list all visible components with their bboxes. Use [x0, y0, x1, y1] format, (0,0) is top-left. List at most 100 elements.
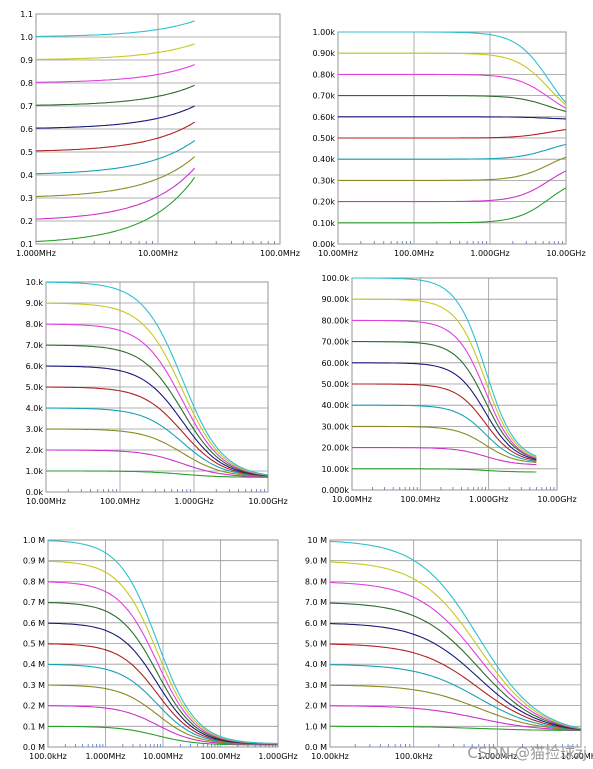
- y-tick-label: 20.00k: [321, 444, 349, 453]
- y-tick-label: 1.00k: [313, 28, 336, 37]
- series-line: [338, 52, 567, 106]
- y-tick-label: 0.6: [20, 125, 33, 134]
- y-tick-label: 0.000k: [321, 486, 349, 495]
- series-line: [338, 31, 567, 104]
- x-tick-label: 10.00MHz: [332, 495, 372, 504]
- y-tick-label: 2.0k: [26, 446, 44, 455]
- x-tick-label: 100.0MHz: [260, 249, 300, 258]
- series-line: [36, 167, 196, 220]
- series-line: [352, 468, 537, 473]
- y-tick-label: 10.k: [26, 278, 44, 287]
- series-line: [47, 540, 279, 745]
- y-tick-label: 4.0k: [26, 404, 44, 413]
- chart-panel-5: 0.0 M 0.1 M 0.2 M 0.3 M 0.4 M 0.5 M 0.6 M 0.7 M…: [0, 532, 298, 769]
- y-tick-label: 0.5: [20, 148, 33, 157]
- y-tick-label: 80.00k: [321, 316, 349, 325]
- y-tick-label: 8.0 M: [305, 577, 327, 586]
- series-line: [352, 298, 537, 458]
- x-tick-label: 1.000GHz: [174, 497, 213, 506]
- series-line: [330, 725, 581, 731]
- series-line: [329, 581, 582, 730]
- y-tick-label: 0.90k: [313, 49, 336, 58]
- y-tick-label: 0.60k: [313, 113, 336, 122]
- chart-panel-2: 0.00k 0.10k 0.20k 0.30k 0.40k 0.50k 0.60k 0.70k…: [296, 22, 593, 264]
- x-tick-label: 1.000MHz: [477, 752, 517, 761]
- chart-panel-4: 0.000k 10.00k 20.00k 30.00k 40.00k 50.00k 60.0…: [296, 270, 593, 512]
- chart-panel-6: 0.0 M 1.0 M 2.0 M 3.0 M 4.0 M 5.0 M 6.0 M 7.0 M…: [296, 532, 593, 769]
- x-tick-label: 10.00MHz: [138, 249, 178, 258]
- x-tick-label: 10.00MHz: [143, 752, 183, 761]
- series-line: [46, 449, 269, 478]
- chart-panel-3: 0.0k 1.0k 2.0k 3.0k 4.0k 5.0k 6.0k 7.0k 8.0k 9.0k…: [0, 272, 290, 512]
- x-tick-label: 1.000GHz: [258, 752, 297, 761]
- x-tick-label: 1.000GHz: [469, 495, 508, 504]
- y-tick-label: 40.00k: [321, 401, 349, 410]
- x-tick-label: 1.000MHz: [85, 752, 125, 761]
- x-tick-label: 100.0kHz: [395, 752, 433, 761]
- y-tick-label: 1.0: [20, 33, 33, 42]
- series-line: [46, 302, 269, 476]
- y-tick-label: 100.0k: [321, 274, 349, 283]
- y-tick-label: 0.4 M: [23, 660, 45, 669]
- series-line: [329, 643, 582, 731]
- series-line: [329, 561, 582, 730]
- chart-panel-1: 0.1 0.2 0.3 0.4 0.5 0.6 0.7 0.8 0.9 1.0 1.1 1.000MH…: [0, 4, 300, 264]
- y-tick-label: 3.0k: [26, 425, 44, 434]
- x-tick-label: 10.00GHz: [248, 497, 287, 506]
- series-line: [35, 176, 196, 243]
- y-tick-label: 10 M: [307, 536, 327, 545]
- y-tick-label: 3.0 M: [305, 681, 327, 690]
- y-tick-label: 0.0k: [26, 488, 44, 497]
- series-line: [48, 725, 278, 746]
- y-tick-label: 0.3 M: [23, 681, 45, 690]
- y-tick-label: 0.9 M: [23, 557, 45, 566]
- series-line: [35, 121, 195, 152]
- y-tick-label: 90.00k: [321, 295, 349, 304]
- y-tick-label: 60.00k: [321, 359, 349, 368]
- y-tick-label: 0.7: [20, 102, 33, 111]
- y-tick-label: 0.8: [20, 79, 33, 88]
- series-line: [36, 84, 195, 106]
- y-tick-label: 9.0k: [26, 299, 44, 308]
- series-line: [338, 170, 567, 203]
- y-tick-label: 4.0 M: [305, 660, 327, 669]
- series-line: [46, 365, 269, 477]
- y-tick-label: 0.4: [20, 171, 33, 180]
- y-tick-label: 0.30k: [313, 176, 336, 185]
- series-line: [329, 684, 582, 731]
- y-tick-label: 0.1: [20, 240, 33, 249]
- series-line: [338, 143, 567, 160]
- y-tick-label: 1.1: [20, 10, 33, 19]
- series-line: [329, 602, 582, 730]
- series-line: [46, 323, 269, 476]
- series-line: [352, 383, 537, 461]
- y-tick-label: 0.3: [20, 194, 33, 203]
- x-tick-label: 10.00kHz: [311, 752, 349, 761]
- series-line: [338, 95, 567, 113]
- x-tick-label: 100.0MHz: [400, 495, 440, 504]
- series-line: [36, 43, 195, 60]
- series-line: [36, 140, 196, 175]
- y-tick-label: 30.00k: [321, 422, 349, 431]
- series-line: [329, 623, 582, 730]
- y-tick-label: 10.00k: [321, 465, 349, 474]
- series-line: [352, 277, 537, 457]
- series-line: [46, 407, 269, 477]
- y-tick-label: 7.0k: [26, 341, 44, 350]
- series-line: [36, 105, 195, 129]
- x-tick-label: 100.0MHz: [100, 497, 140, 506]
- chart-svg: 0.1 0.2 0.3 0.4 0.5 0.6 0.7 0.8 0.9 1.0 1.1 1.000MH…: [16, 10, 300, 258]
- x-tick-label: 10.00MHz: [26, 497, 66, 506]
- y-tick-label: 5.0k: [26, 383, 44, 392]
- series-line: [46, 386, 269, 477]
- series-line: [338, 73, 567, 109]
- x-tick-label: 100.0kHz: [29, 752, 67, 761]
- y-tick-label: 7.0 M: [305, 598, 327, 607]
- x-tick-label: 10.00GHz: [546, 249, 585, 258]
- y-tick-label: 1.0k: [26, 467, 44, 476]
- watermark: CSDN @猫捡球zj: [467, 744, 587, 762]
- y-tick-label: 0.6 M: [23, 619, 45, 628]
- series-line: [329, 540, 582, 730]
- series-line: [352, 319, 537, 459]
- y-tick-label: 5.0 M: [305, 640, 327, 649]
